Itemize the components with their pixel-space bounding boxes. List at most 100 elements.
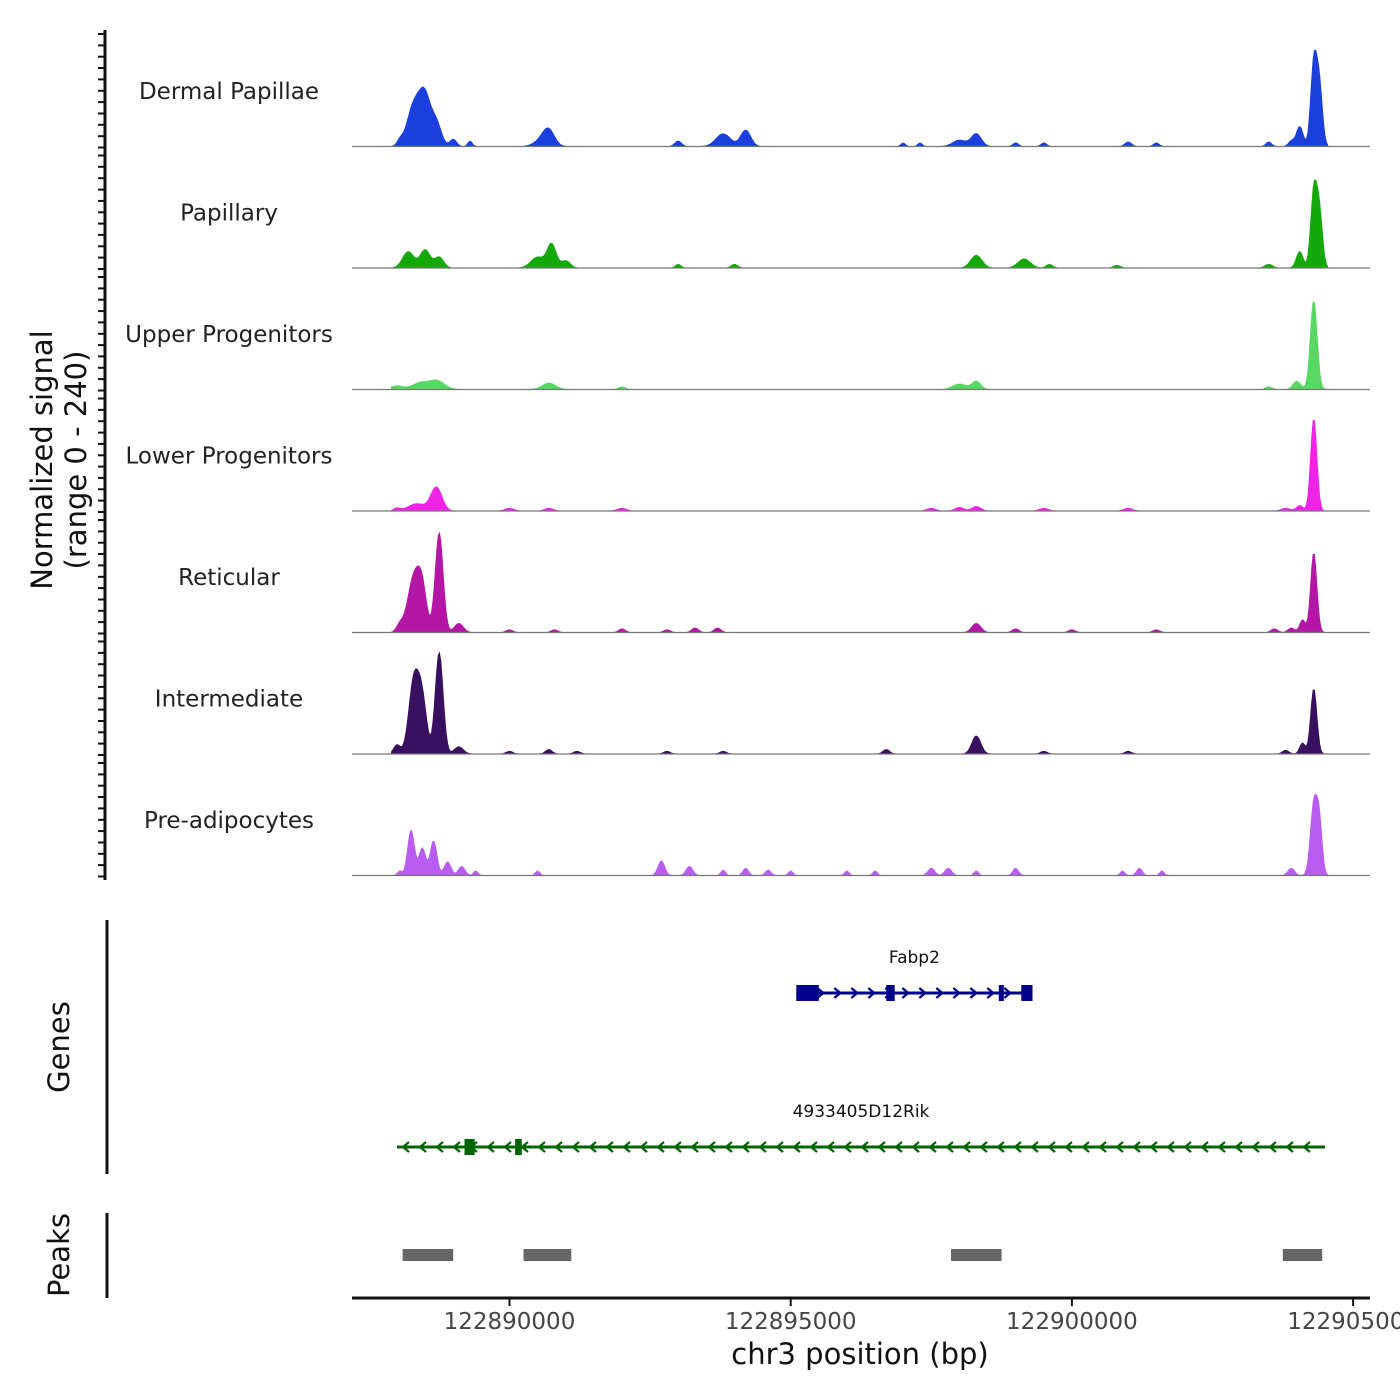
strand-arrow bbox=[1200, 1141, 1209, 1153]
strand-arrow bbox=[1003, 987, 1013, 999]
strand-arrow bbox=[571, 1141, 580, 1153]
track-label: Lower Progenitors bbox=[126, 444, 333, 470]
strand-arrow bbox=[503, 1141, 512, 1153]
strand-arrow bbox=[952, 987, 962, 999]
strand-arrow bbox=[843, 1141, 852, 1153]
strand-arrow bbox=[537, 1141, 546, 1153]
gene-annotation-track: Fabp2 4933405D12Rik bbox=[396, 948, 1326, 1155]
strand-arrow bbox=[1302, 1141, 1311, 1153]
strand-arrow bbox=[877, 1141, 886, 1153]
track-label: Dermal Papillae bbox=[139, 79, 319, 105]
peak-region bbox=[1282, 1249, 1323, 1261]
track-reticular: Reticular bbox=[178, 531, 1370, 634]
track-papillary: Papillary bbox=[180, 179, 1370, 269]
track-coverage-area bbox=[391, 301, 1328, 390]
strand-arrow bbox=[775, 1141, 784, 1153]
strand-arrow bbox=[1013, 1141, 1022, 1153]
strand-arrow bbox=[1149, 1141, 1158, 1153]
track-coverage-area bbox=[391, 179, 1329, 269]
strand-arrow bbox=[588, 1141, 597, 1153]
coverage-tracks: Dermal Papillae Papillary Upper Progenitor… bbox=[125, 49, 1370, 877]
track-upper-progenitors: Upper Progenitors bbox=[125, 301, 1370, 391]
track-intermediate: Intermediate bbox=[155, 651, 1370, 755]
track-lower-progenitors: Lower Progenitors bbox=[126, 419, 1370, 512]
strand-arrow bbox=[673, 1141, 682, 1153]
track-dermal-papillae: Dermal Papillae bbox=[139, 49, 1370, 148]
exon-block bbox=[1021, 985, 1033, 1001]
peak-region bbox=[951, 1249, 1002, 1261]
strand-arrow bbox=[826, 1141, 835, 1153]
exon-block bbox=[515, 1139, 522, 1155]
x-tick-label: 122895000 bbox=[725, 1309, 857, 1335]
strand-arrow bbox=[969, 987, 979, 999]
strand-arrow bbox=[758, 1141, 767, 1153]
x-axis: 122890000 122895000 122900000 122905000 bbox=[352, 1296, 1400, 1335]
strand-arrow bbox=[935, 987, 945, 999]
strand-arrow bbox=[1115, 1141, 1124, 1153]
strand-arrow bbox=[1132, 1141, 1141, 1153]
strand-arrow bbox=[901, 987, 911, 999]
strand-arrow bbox=[928, 1141, 937, 1153]
strand-arrow bbox=[690, 1141, 699, 1153]
track-coverage-area bbox=[391, 793, 1329, 876]
strand-arrow bbox=[656, 1141, 665, 1153]
gene-name: Fabp2 bbox=[889, 948, 940, 968]
strand-arrow bbox=[554, 1141, 563, 1153]
strand-arrow bbox=[724, 1141, 733, 1153]
strand-arrow bbox=[867, 987, 877, 999]
x-tick-label: 122905000 bbox=[1287, 1309, 1400, 1335]
strand-arrow bbox=[986, 987, 996, 999]
strand-arrow bbox=[1047, 1141, 1056, 1153]
exon-block bbox=[886, 985, 895, 1001]
track-label: Reticular bbox=[178, 565, 280, 591]
strand-arrow bbox=[1217, 1141, 1226, 1153]
strand-arrow bbox=[816, 987, 826, 999]
x-axis-title: chr3 position (bp) bbox=[731, 1337, 988, 1371]
peak-regions-track bbox=[402, 1249, 1323, 1261]
strand-arrow bbox=[741, 1141, 750, 1153]
strand-arrow bbox=[1064, 1141, 1073, 1153]
exon-block bbox=[464, 1139, 475, 1155]
exon-block bbox=[796, 985, 819, 1001]
peaks-track-title: Peaks bbox=[42, 1213, 76, 1297]
strand-arrow bbox=[962, 1141, 971, 1153]
strand-arrow bbox=[911, 1141, 920, 1153]
strand-arrow bbox=[486, 1141, 495, 1153]
y-axis-title-line2: (range 0 - 240) bbox=[59, 351, 93, 570]
strand-arrow bbox=[860, 1141, 869, 1153]
x-tick-label: 122890000 bbox=[444, 1309, 576, 1335]
track-label: Pre-adipocytes bbox=[144, 808, 314, 834]
strand-arrow bbox=[418, 1141, 427, 1153]
track-coverage-area bbox=[391, 531, 1328, 633]
strand-arrow bbox=[833, 987, 843, 999]
track-coverage-area bbox=[391, 49, 1329, 147]
gene-name: 4933405D12Rik bbox=[793, 1102, 930, 1122]
gene-4933405d12rik: 4933405D12Rik bbox=[396, 1102, 1326, 1155]
strand-arrow bbox=[435, 1141, 444, 1153]
strand-arrow bbox=[945, 1141, 954, 1153]
gene-fabp2: Fabp2 bbox=[796, 948, 1033, 1001]
y-axis-title: Normalized signal (range 0 - 240) bbox=[25, 330, 93, 589]
y-axis-title-line1: Normalized signal bbox=[25, 330, 59, 589]
track-label: Upper Progenitors bbox=[125, 322, 333, 348]
strand-arrow bbox=[605, 1141, 614, 1153]
strand-arrow bbox=[520, 1141, 529, 1153]
strand-arrow bbox=[622, 1141, 631, 1153]
track-label: Intermediate bbox=[155, 687, 303, 713]
strand-arrow bbox=[1098, 1141, 1107, 1153]
strand-arrow bbox=[996, 1141, 1005, 1153]
track-coverage-area bbox=[391, 651, 1328, 755]
strand-arrow bbox=[894, 1141, 903, 1153]
peak-region bbox=[523, 1249, 572, 1261]
strand-arrow bbox=[1030, 1141, 1039, 1153]
strand-arrow bbox=[792, 1141, 801, 1153]
strand-arrow bbox=[850, 987, 860, 999]
strand-arrow bbox=[401, 1141, 410, 1153]
strand-arrow bbox=[1251, 1141, 1260, 1153]
track-label: Papillary bbox=[180, 201, 278, 227]
strand-arrow bbox=[452, 1141, 461, 1153]
strand-arrow bbox=[1268, 1141, 1277, 1153]
track-coverage-area bbox=[391, 419, 1328, 512]
strand-arrow bbox=[707, 1141, 716, 1153]
